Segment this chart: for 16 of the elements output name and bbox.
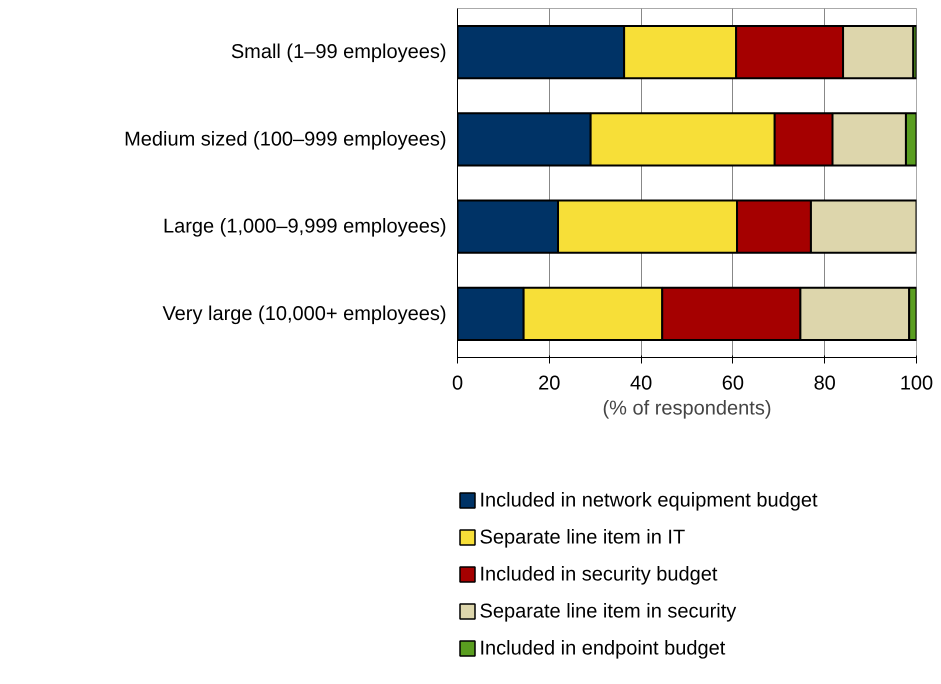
x-tick-label: 60 — [722, 372, 744, 394]
x-tick-label: 100 — [900, 372, 934, 394]
legend-label: Included in network equipment budget — [480, 490, 818, 512]
x-axis-title: (% of respondents) — [602, 398, 772, 420]
legend-label: Included in endpoint budget — [480, 638, 726, 660]
y-tick-label: Medium sized (100–999 employees) — [124, 128, 447, 150]
y-tick-label: Very large (10,000+ employees) — [162, 302, 447, 325]
y-tick-label: Large (1,000–9,999 employees) — [162, 216, 447, 238]
x-tick-label: 40 — [630, 372, 652, 394]
y-tick-label: Small (1–99 employees) — [230, 41, 446, 64]
x-tick-label: 20 — [538, 372, 560, 394]
x-tick-label: 80 — [814, 372, 836, 394]
x-tick-label: 0 — [452, 372, 464, 394]
legend-label: Separate line item in security — [480, 600, 736, 622]
legend-label: Separate line item in IT — [480, 526, 686, 548]
legend-label: Included in security budget — [480, 564, 718, 586]
